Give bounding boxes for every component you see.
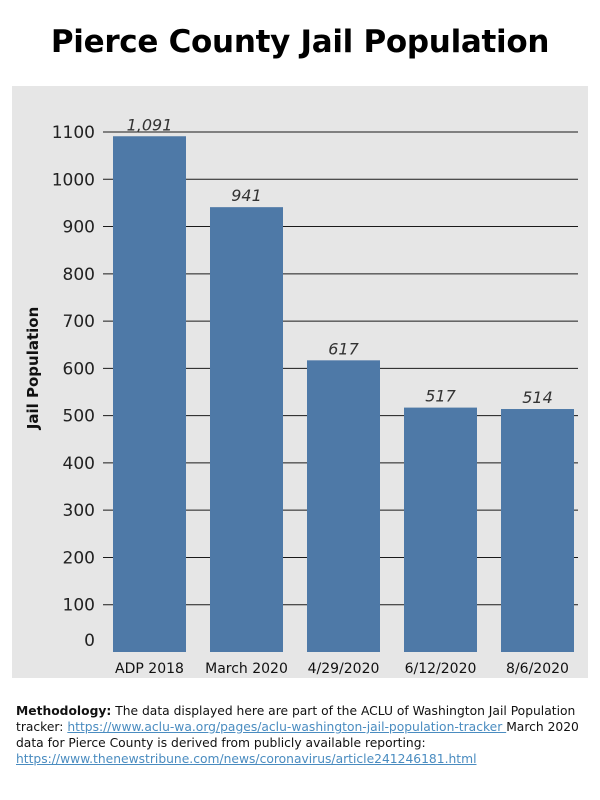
y-tick-label: 600	[63, 359, 95, 379]
aclu-tracker-link[interactable]: https://www.aclu-wa.org/pages/aclu-washi…	[67, 720, 507, 734]
y-tick-label: 1100	[52, 123, 95, 143]
x-tick-label: March 2020	[205, 661, 288, 677]
y-tick-label: 800	[63, 265, 95, 285]
y-tick-label: 300	[63, 501, 95, 521]
news-tribune-link[interactable]: https://www.thenewstribune.com/news/coro…	[16, 752, 477, 766]
x-tick-label: ADP 2018	[115, 661, 184, 677]
data-label: 514	[522, 388, 553, 407]
data-label: 617	[328, 339, 359, 358]
bar-chart: 0 100 200 300 400 500 600 700 800 900 1000 1100 1,0…	[12, 86, 588, 678]
x-axis: ADP 2018 March 2020 4/29/2020 6/12/2020 8/6/…	[115, 661, 569, 677]
y-axis-label: Jail Population	[24, 307, 42, 430]
y-tick-label: 400	[63, 454, 95, 474]
x-tick-label: 4/29/2020	[308, 661, 380, 677]
bar	[307, 360, 380, 652]
y-tick-label: 700	[63, 312, 95, 332]
data-labels: 1,091 941 617 517 514	[127, 115, 553, 407]
data-label: 1,091	[127, 115, 173, 134]
data-label: 517	[425, 387, 456, 406]
plot-background	[12, 86, 588, 678]
bars	[113, 136, 574, 653]
y-tick-label: 500	[63, 407, 95, 427]
y-tick-label: 1000	[52, 170, 95, 190]
y-tick-label: 200	[63, 548, 95, 568]
y-axis: 0 100 200 300 400 500 600 700 800 900 1000 1100	[52, 123, 95, 651]
methodology-text-1: The data displayed here are part of the …	[16, 704, 576, 734]
methodology-label: Methodology:	[16, 704, 112, 718]
methodology-text-2: March 2020 data for Pierce County is der…	[16, 720, 579, 750]
y-tick-label: 900	[63, 218, 95, 238]
bar	[404, 407, 477, 652]
x-tick-label: 8/6/2020	[506, 661, 569, 677]
y-tick-label: 0	[84, 631, 95, 651]
y-tick-label: 100	[63, 596, 95, 616]
methodology-note: Methodology: The data displayed here are…	[16, 703, 586, 767]
data-label: 941	[231, 186, 262, 205]
x-tick-label: 6/12/2020	[405, 661, 477, 677]
chart-title: Pierce County Jail Population	[50, 24, 550, 60]
bar	[210, 207, 283, 652]
bar	[501, 409, 574, 652]
bar	[113, 136, 186, 653]
